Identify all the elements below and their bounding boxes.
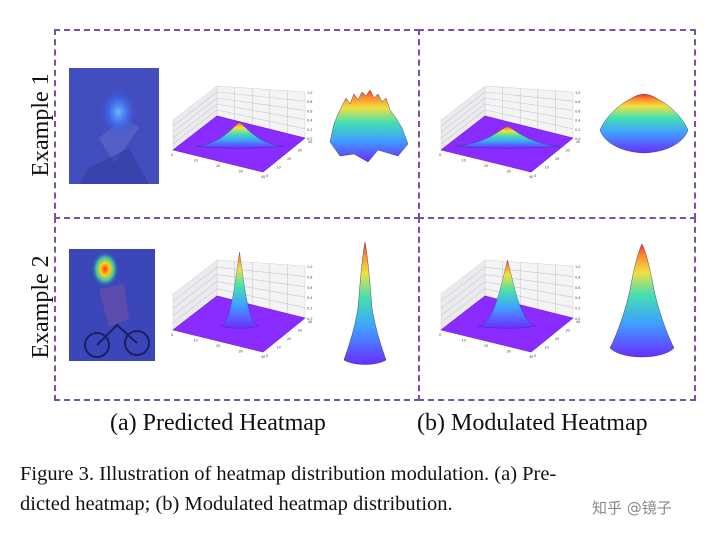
svg-text:10: 10 bbox=[462, 339, 466, 343]
svg-text:40: 40 bbox=[261, 355, 265, 359]
svg-text:40: 40 bbox=[308, 320, 312, 324]
svg-text:0.4: 0.4 bbox=[575, 296, 580, 300]
svg-text:20: 20 bbox=[216, 344, 220, 348]
svg-text:0.2: 0.2 bbox=[307, 128, 312, 132]
panel-modulated-example-2 bbox=[418, 217, 696, 401]
svg-text:10: 10 bbox=[277, 346, 281, 350]
svg-text:30: 30 bbox=[298, 329, 302, 333]
input-photo-example-1 bbox=[69, 68, 159, 184]
svg-text:0.8: 0.8 bbox=[575, 100, 580, 104]
svg-text:10: 10 bbox=[462, 159, 466, 163]
svg-text:30: 30 bbox=[298, 149, 302, 153]
svg-text:0.0: 0.0 bbox=[307, 137, 312, 141]
input-photo-example-2 bbox=[69, 249, 155, 361]
svg-text:0.8: 0.8 bbox=[575, 275, 580, 279]
svg-text:10: 10 bbox=[545, 346, 549, 350]
svg-text:20: 20 bbox=[555, 157, 559, 161]
figure-caption: Figure 3. Illustration of heatmap distri… bbox=[20, 459, 700, 519]
svg-text:0.6: 0.6 bbox=[307, 286, 312, 290]
heatmap-surface-closeup-predicted-example-2 bbox=[343, 241, 387, 365]
svg-text:20: 20 bbox=[287, 337, 291, 341]
svg-text:0.6: 0.6 bbox=[575, 109, 580, 113]
heatmap-surface-closeup-modulated-example-1 bbox=[599, 94, 689, 154]
svg-text:0.2: 0.2 bbox=[575, 128, 580, 132]
svg-text:30: 30 bbox=[566, 149, 570, 153]
svg-text:0.4: 0.4 bbox=[307, 296, 312, 300]
svg-text:0.4: 0.4 bbox=[307, 119, 312, 123]
svg-text:40: 40 bbox=[576, 320, 580, 324]
heatmap-surface-closeup-modulated-example-2 bbox=[609, 243, 675, 358]
svg-text:30: 30 bbox=[507, 170, 511, 174]
svg-text:30: 30 bbox=[239, 170, 243, 174]
svg-text:20: 20 bbox=[555, 337, 559, 341]
svg-text:0: 0 bbox=[266, 354, 268, 358]
svg-text:0: 0 bbox=[439, 153, 441, 157]
svg-text:0: 0 bbox=[266, 174, 268, 178]
svg-text:20: 20 bbox=[484, 344, 488, 348]
svg-text:1.0: 1.0 bbox=[307, 265, 312, 269]
svg-text:0.4: 0.4 bbox=[575, 119, 580, 123]
svg-text:10: 10 bbox=[194, 339, 198, 343]
svg-text:0.8: 0.8 bbox=[307, 275, 312, 279]
heatmap-surface-closeup-predicted-example-1 bbox=[329, 89, 409, 163]
svg-text:1.0: 1.0 bbox=[575, 91, 580, 95]
svg-text:10: 10 bbox=[194, 159, 198, 163]
svg-text:0: 0 bbox=[534, 354, 536, 358]
caption-line-2: dicted heatmap; (b) Modulated heatmap di… bbox=[20, 493, 453, 515]
svg-text:40: 40 bbox=[576, 140, 580, 144]
svg-text:40: 40 bbox=[529, 355, 533, 359]
svg-text:20: 20 bbox=[216, 164, 220, 168]
svg-text:10: 10 bbox=[545, 166, 549, 170]
row-label-example-1: Example 1 bbox=[28, 73, 54, 177]
svg-text:0.0: 0.0 bbox=[575, 137, 580, 141]
svg-text:1.0: 1.0 bbox=[307, 91, 312, 95]
svg-text:30: 30 bbox=[566, 329, 570, 333]
svg-text:10: 10 bbox=[277, 166, 281, 170]
svg-text:0.6: 0.6 bbox=[575, 286, 580, 290]
svg-text:0.8: 0.8 bbox=[307, 100, 312, 104]
subcaption-a: (a) Predicted Heatmap bbox=[110, 410, 326, 436]
svg-text:0: 0 bbox=[171, 153, 173, 157]
svg-text:0: 0 bbox=[171, 333, 173, 337]
svg-text:1.0: 1.0 bbox=[575, 265, 580, 269]
svg-text:0: 0 bbox=[439, 333, 441, 337]
svg-text:0.2: 0.2 bbox=[307, 307, 312, 311]
svg-text:40: 40 bbox=[308, 140, 312, 144]
svg-text:20: 20 bbox=[287, 157, 291, 161]
svg-text:0: 0 bbox=[534, 174, 536, 178]
svg-text:40: 40 bbox=[261, 175, 265, 179]
svg-text:20: 20 bbox=[484, 164, 488, 168]
subcaption-b: (b) Modulated Heatmap bbox=[417, 410, 648, 436]
svg-text:0.0: 0.0 bbox=[575, 317, 580, 321]
svg-text:30: 30 bbox=[239, 350, 243, 354]
svg-text:0.6: 0.6 bbox=[307, 109, 312, 113]
caption-line-1: Figure 3. Illustration of heatmap distri… bbox=[20, 463, 557, 485]
svg-text:0.2: 0.2 bbox=[575, 307, 580, 311]
row-label-example-2: Example 2 bbox=[28, 255, 54, 359]
svg-text:0.0: 0.0 bbox=[307, 317, 312, 321]
svg-text:40: 40 bbox=[529, 175, 533, 179]
watermark: 知乎 @镜子 bbox=[592, 499, 672, 517]
svg-text:30: 30 bbox=[507, 350, 511, 354]
